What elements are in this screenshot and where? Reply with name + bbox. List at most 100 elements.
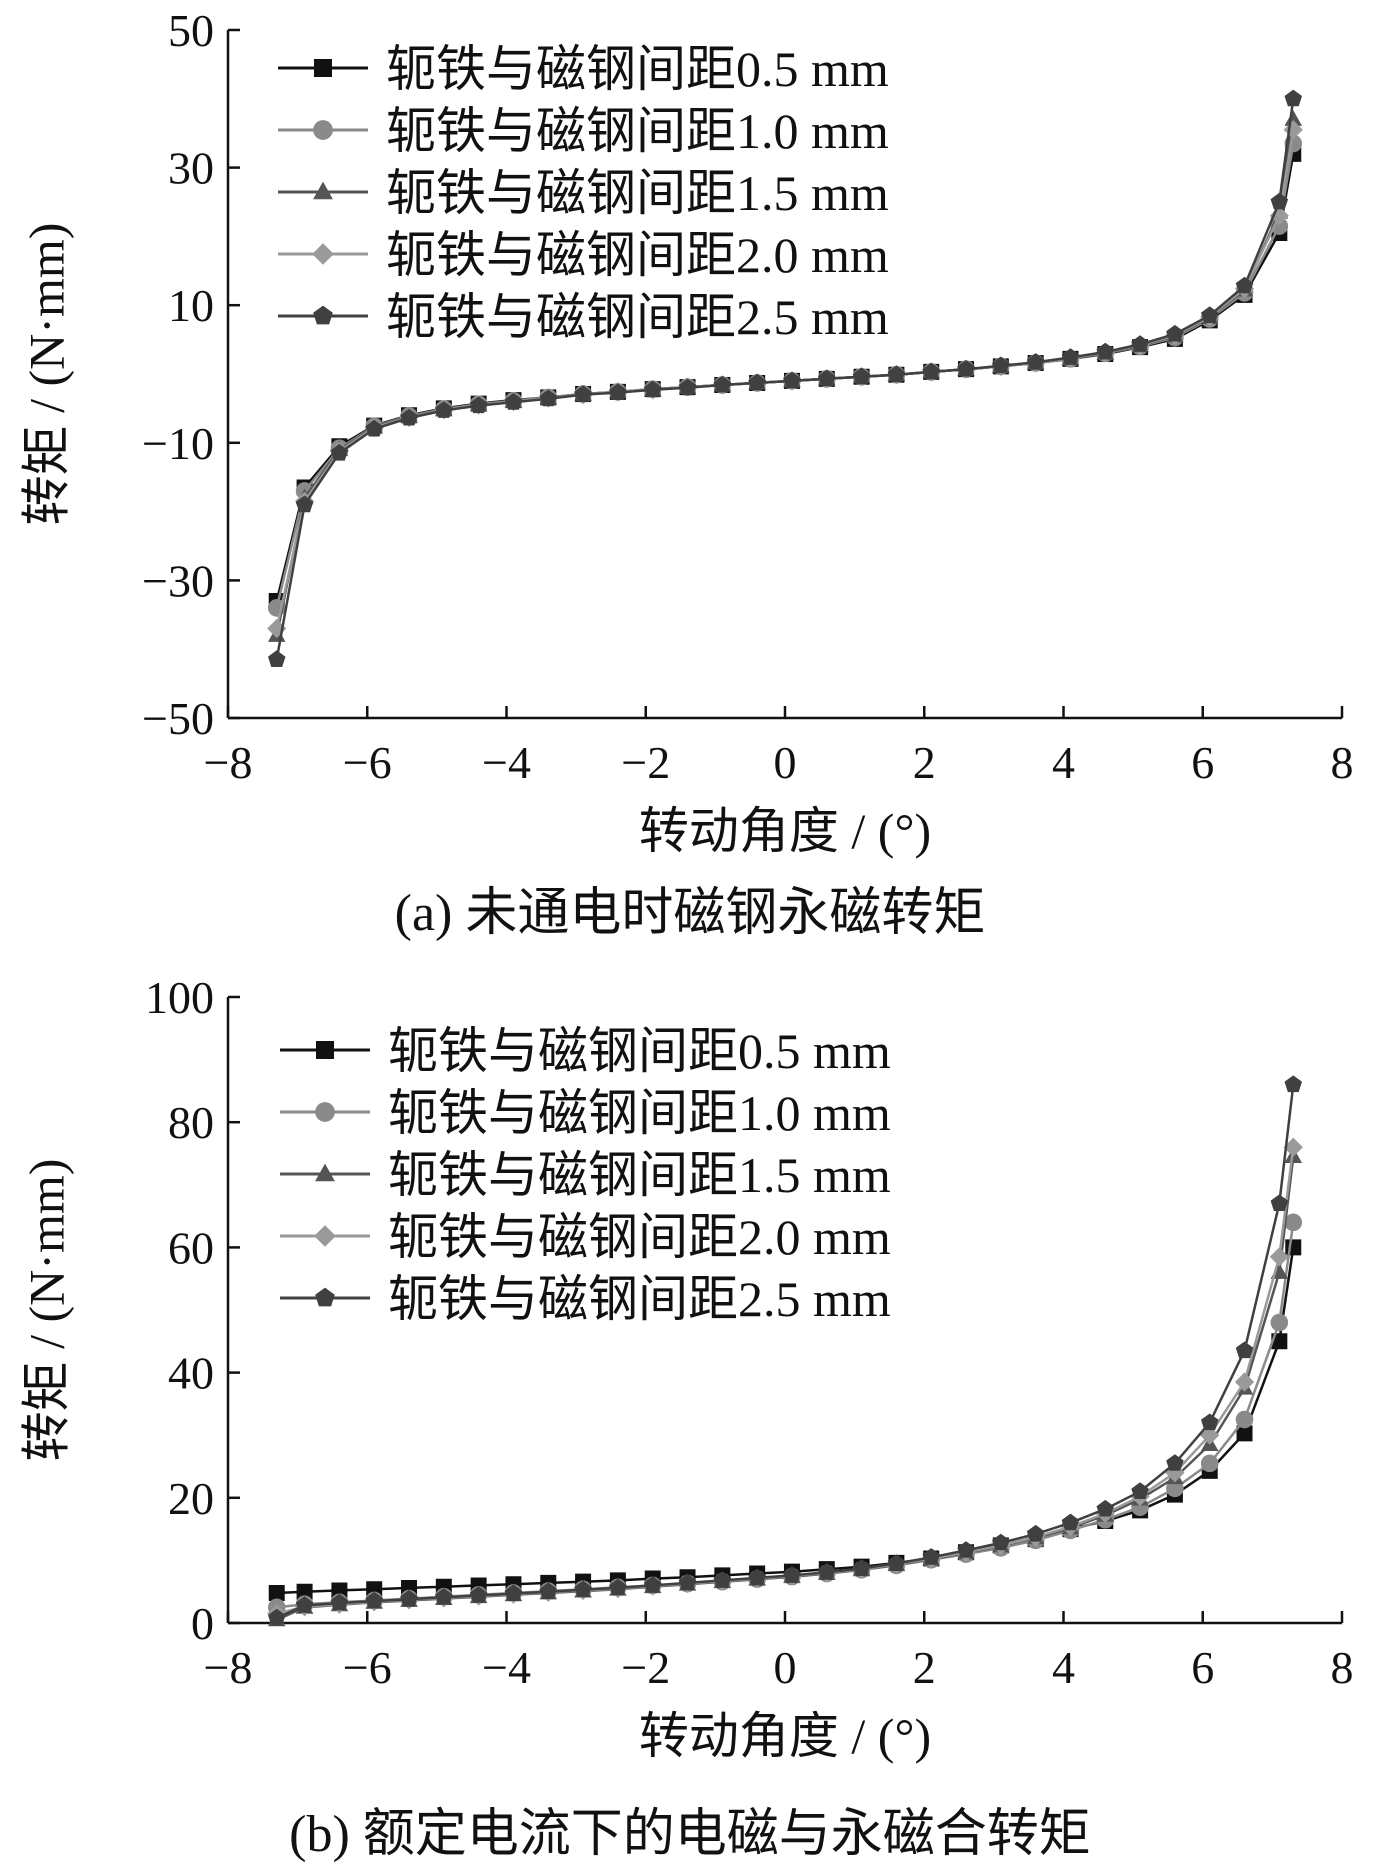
data-point <box>1200 1454 1219 1473</box>
data-point <box>365 1591 383 1609</box>
x-tick-label: −4 <box>482 737 531 788</box>
data-point <box>539 389 557 407</box>
data-point <box>748 1568 766 1586</box>
data-point <box>539 1582 557 1600</box>
legend-label: 轭铁与磁钢间距2.5 mm <box>386 289 889 345</box>
y-tick-label: 40 <box>168 1348 214 1399</box>
y-tick-label: 20 <box>168 1473 214 1524</box>
y-tick-label: −30 <box>142 555 214 606</box>
torque-chart-b: 0 20 40 60 80 100 −8 −6 −4 −2 0 2 4 6 8 转动角度 / (°) 转矩 / … <box>18 972 1354 1764</box>
y-tick-label: −50 <box>142 693 214 744</box>
legend-label: 轭铁与磁钢间距2.5 mm <box>388 1271 891 1327</box>
data-point <box>887 1554 906 1571</box>
x-tick-label: −6 <box>343 737 392 788</box>
series-group <box>268 89 1302 667</box>
data-point <box>713 1571 732 1588</box>
data-point <box>922 362 940 380</box>
data-point <box>330 1593 349 1611</box>
data-point <box>574 1580 592 1598</box>
x-tick-label: −4 <box>482 1642 531 1693</box>
chart-panel-b: 0 20 40 60 80 100 −8 −6 −4 −2 0 2 4 6 8 转动角度 / (°) 转矩 / … <box>0 935 1380 1870</box>
data-point <box>316 1041 334 1059</box>
y-axis-label: 转矩 / (N·mm) <box>18 1159 74 1462</box>
legend-label: 轭铁与磁钢间距1.5 mm <box>388 1147 891 1203</box>
y-tick-label: 100 <box>145 972 214 1023</box>
data-point <box>1270 1194 1289 1211</box>
data-point <box>1270 192 1289 210</box>
x-tick-label: 2 <box>913 737 936 788</box>
x-tick-label: 0 <box>774 737 797 788</box>
data-point <box>1235 1341 1254 1359</box>
data-point <box>1096 342 1114 360</box>
data-point <box>295 495 314 513</box>
data-point <box>713 375 732 393</box>
legend-entry: 轭铁与磁钢间距0.5 mm <box>278 41 889 97</box>
x-tick-label: 8 <box>1331 737 1354 788</box>
x-tick-label: 4 <box>1052 1642 1075 1693</box>
y-tick-label: 30 <box>168 143 214 194</box>
data-point <box>992 356 1010 374</box>
legend-entry: 轭铁与磁钢间距1.0 mm <box>280 1085 891 1141</box>
data-point <box>1285 1239 1302 1256</box>
data-point <box>365 419 383 437</box>
data-point <box>818 1563 836 1580</box>
y-tick-label: 80 <box>168 1097 214 1148</box>
data-point <box>315 1102 335 1122</box>
data-point <box>1269 1247 1289 1267</box>
data-point <box>1284 89 1302 107</box>
data-point <box>315 1287 335 1307</box>
data-point <box>1284 1213 1303 1232</box>
data-point <box>609 1578 627 1596</box>
x-tick-label: −2 <box>621 737 670 788</box>
data-point <box>852 1559 871 1576</box>
data-point <box>314 1225 336 1247</box>
y-tick-label: 0 <box>191 1598 214 1649</box>
data-point <box>644 380 662 398</box>
data-point <box>268 1584 285 1601</box>
x-tick-label: −2 <box>621 1642 670 1693</box>
torque-chart-a: −50 −30 −10 10 30 50 −8 −6 −4 −2 0 2 4 6 8 转动角度 / (°) 转矩… <box>18 5 1354 859</box>
data-point <box>504 1584 523 1601</box>
legend-entry: 轭铁与磁钢间距2.0 mm <box>280 1209 891 1265</box>
y-tick-label: 60 <box>168 1222 214 1273</box>
data-point <box>1201 1413 1219 1431</box>
chart-caption: (a) 未通电时磁钢永磁转矩 <box>394 885 986 942</box>
legend-label: 轭铁与磁钢间距0.5 mm <box>386 41 889 97</box>
data-point <box>267 618 287 639</box>
data-point <box>1236 1425 1253 1442</box>
data-point <box>435 401 453 418</box>
legend-label: 轭铁与磁钢间距1.5 mm <box>386 165 889 221</box>
data-point <box>313 120 333 140</box>
legend-label: 轭铁与磁钢间距0.5 mm <box>388 1023 891 1079</box>
legend-entry: 轭铁与磁钢间距1.5 mm <box>278 165 889 221</box>
chart-caption: (b) 额定电流下的电磁与永磁合转矩 <box>289 1806 1091 1863</box>
data-point <box>1166 324 1184 342</box>
data-point <box>574 385 592 403</box>
data-point <box>331 1582 348 1599</box>
data-point <box>1234 1372 1255 1392</box>
data-point <box>469 1586 488 1603</box>
data-point <box>313 305 333 325</box>
data-point <box>992 1533 1010 1551</box>
data-point <box>678 378 697 396</box>
x-axis-label: 转动角度 / (°) <box>639 803 931 859</box>
x-tick-label: 4 <box>1052 737 1075 788</box>
data-point <box>315 1163 335 1182</box>
data-point <box>1061 348 1080 365</box>
data-point <box>1131 1482 1149 1499</box>
x-tick-label: −6 <box>343 1642 392 1693</box>
data-point <box>1284 1075 1302 1093</box>
legend-entry: 轭铁与磁钢间距2.5 mm <box>280 1271 891 1327</box>
data-point <box>887 365 906 383</box>
data-point <box>400 1590 418 1607</box>
data-point <box>818 369 836 387</box>
x-axis-label: 转动角度 / (°) <box>639 1708 931 1764</box>
data-point <box>312 243 334 265</box>
legend-label: 轭铁与磁钢间距1.0 mm <box>388 1085 891 1141</box>
chart-panel-a: −50 −30 −10 10 30 50 −8 −6 −4 −2 0 2 4 6 8 转动角度 / (°) 转矩… <box>18 5 1354 942</box>
data-point <box>852 367 871 385</box>
data-point <box>1235 276 1254 294</box>
x-tick-label: 8 <box>1331 1642 1354 1693</box>
data-point <box>1271 1333 1288 1350</box>
data-point <box>1235 1410 1254 1429</box>
